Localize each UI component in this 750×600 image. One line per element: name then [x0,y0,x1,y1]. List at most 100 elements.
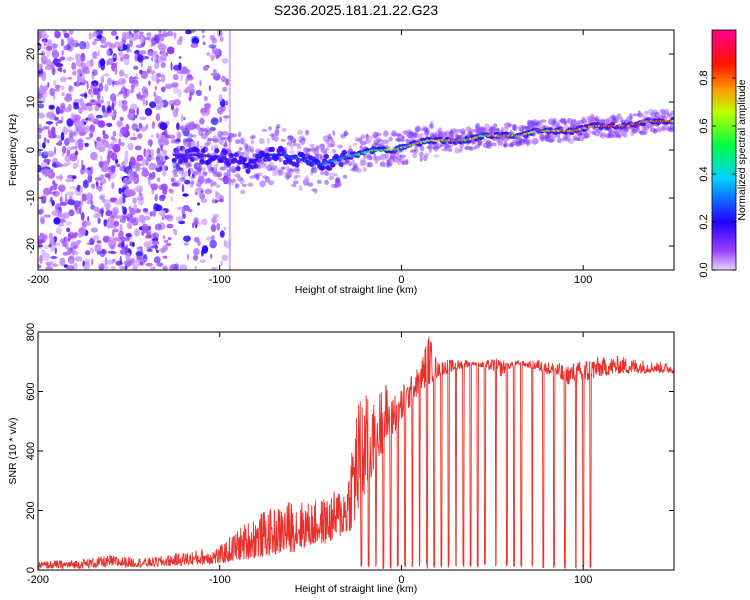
noise-speckle [165,155,168,160]
noise-speckle [125,237,130,242]
ridge-halo [468,146,474,151]
ridge-halo [376,138,384,143]
noise-speckle [201,30,205,34]
noise-speckle [188,83,195,91]
noise-speckle [85,221,92,226]
noise-speckle [218,94,223,102]
ridge-halo [305,129,310,136]
noise-speckle [204,103,211,109]
noise-speckle [80,52,86,62]
ridge-halo [263,162,268,169]
ridge-halo [424,152,430,156]
noise-speckle [67,76,73,80]
noise-speckle [112,258,117,262]
noise-speckle [193,254,199,261]
noise-speckle [50,113,56,118]
noise-speckle [138,31,144,35]
noise-speckle [38,63,43,70]
noise-speckle [178,56,182,59]
ridge-halo [325,147,329,151]
colorbar-tick-label: 0.4 [698,166,710,181]
noise-speckle [112,130,117,137]
ridge-halo [405,158,409,165]
noise-speckle [131,159,140,165]
ridge-halo [208,128,213,134]
noise-speckle [151,120,155,129]
noise-speckle [195,183,202,187]
noise-speckle [168,134,176,139]
noise-speckle [105,212,112,217]
noise-speckle [211,266,218,270]
noise-speckle [90,197,93,206]
noise-speckle [52,190,60,197]
noise-speckle [115,35,119,40]
noise-speckle [187,208,193,213]
ridge-halo [181,146,186,154]
noise-speckle [78,70,85,75]
ridge-band [245,168,251,174]
ridge-halo [261,128,268,132]
ridge-halo [332,130,336,136]
noise-speckle [151,134,154,138]
noise-speckle [60,85,65,91]
ridge-halo [445,130,451,137]
colorbar-frame [711,29,737,271]
noise-speckle [179,264,188,270]
ridge-halo [252,134,256,139]
ridge-halo [293,167,300,172]
noise-speckle [178,220,186,225]
colorbar-tick-label: 0.8 [698,70,710,85]
noise-speckle [102,134,109,140]
noise-speckle [68,37,75,45]
noise-speckle [142,99,146,106]
noise-speckle [222,86,228,92]
y-tick-label: 600 [25,382,37,400]
noise-speckle [42,126,50,130]
noise-speckle [125,252,131,262]
ridge-halo [320,170,324,176]
ridge-halo [578,131,585,136]
noise-speckle [152,265,156,270]
noise-speckle [155,204,163,212]
noise-speckle [183,171,190,177]
noise-speckle [106,107,112,111]
noise-speckle [98,146,106,153]
noise-speckle [116,120,123,128]
noise-speckle [70,112,76,121]
noise-speckle [162,131,165,136]
noise-speckle [71,62,77,70]
noise-speckle [213,144,218,149]
noise-speckle [129,33,133,41]
ridge-halo [237,131,242,138]
noise-speckle [53,79,57,87]
noise-speckle [82,260,85,267]
noise-speckle [185,68,191,75]
ridge-halo [363,166,367,172]
noise-speckle [48,244,52,248]
noise-speckle [85,136,92,140]
noise-speckle [96,136,102,142]
noise-speckle [185,138,193,143]
noise-speckle [154,223,162,231]
noise-speckle [144,107,153,117]
noise-speckle [193,248,200,256]
noise-speckle [210,117,219,125]
noise-speckle [149,65,152,74]
noise-speckle [104,83,109,92]
noise-speckle [66,265,75,270]
noise-speckle [176,131,181,140]
ridge-halo [485,141,493,148]
noise-speckle [153,91,157,98]
noise-speckle [142,208,149,212]
noise-speckle [77,138,84,147]
noise-speckle [150,70,156,75]
ridge-halo [632,113,638,117]
ridge-halo [274,129,280,134]
noise-speckle [82,179,89,189]
noise-speckle [74,150,79,156]
noise-speckle [145,262,153,267]
noise-speckle [74,256,83,262]
noise-speckle [190,43,199,48]
snr-marks [38,336,674,570]
